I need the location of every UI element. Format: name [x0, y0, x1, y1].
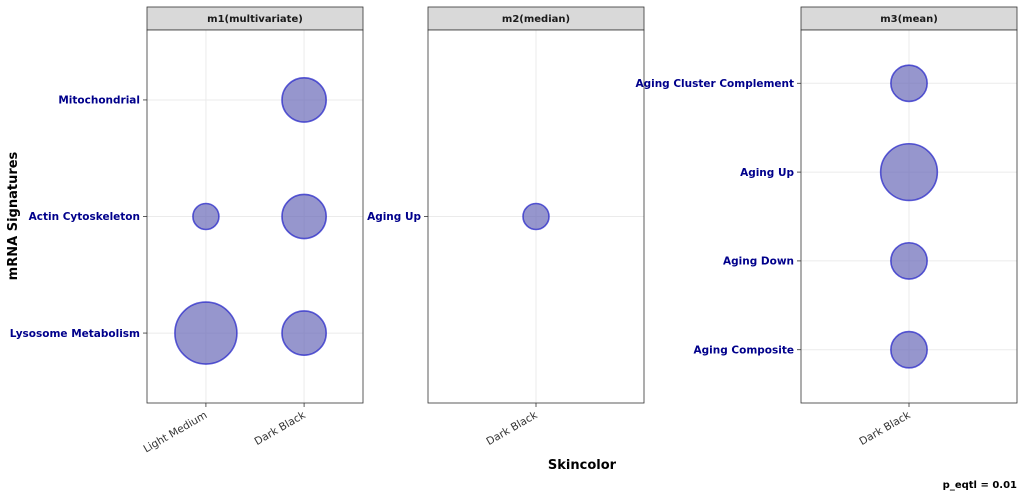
x-tick-label: Dark Black [253, 409, 309, 448]
facet-strip-label: m3(mean) [880, 14, 938, 25]
y-tick-label: Mitochondrial [58, 95, 140, 107]
point-dark-black-lysosome-metabolism [281, 310, 327, 356]
y-tick-label: Aging Up [367, 211, 421, 223]
facet-strip-label: m1(multivariate) [207, 14, 303, 25]
point-dark-black-mitochondrial [281, 77, 327, 123]
y-tick-label: Lysosome Metabolism [10, 328, 140, 340]
y-tick-label: Aging Down [723, 256, 794, 268]
point-dark-black-aging-up [522, 202, 550, 231]
facet-strip-label: m2(median) [502, 14, 570, 25]
x-tick-label: Light Medium [141, 409, 209, 455]
point-dark-black-aging-up [879, 142, 939, 202]
point-light-medium-lysosome-metabolism [174, 301, 238, 365]
panel-m2-median: m2(median) Aging Up Dark Black [367, 6, 645, 448]
point-dark-black-aging-cluster-complement [890, 64, 928, 103]
x-axis-title: Skincolor [548, 458, 617, 473]
panel-m3-mean: m3(mean) Aging Composite Aging Down Aging U… [635, 6, 1018, 448]
point-dark-black-aging-down [890, 241, 928, 280]
y-tick-label: Actin Cytoskeleton [29, 211, 140, 223]
x-tick-label: Dark Black [484, 409, 540, 448]
panel-m1-multivariate: m1(multivariate) Lysosome Metabolism Actin… [10, 6, 364, 455]
point-dark-black-actin-cytoskeleton [281, 193, 327, 240]
facet-panels: m1(multivariate) Lysosome Metabolism Actin… [10, 6, 1018, 455]
y-tick-label: Aging Cluster Complement [635, 78, 794, 90]
point-dark-black-aging-composite [890, 330, 928, 369]
y-tick-label: Aging Up [740, 167, 794, 179]
y-tick-label: Aging Composite [694, 344, 794, 356]
y-axis-title: mRNA Signatures [6, 151, 21, 280]
x-tick-label: Dark Black [857, 409, 913, 448]
point-light-medium-actin-cytoskeleton [192, 202, 220, 231]
caption: p_eqtl = 0.01 [943, 480, 1017, 491]
